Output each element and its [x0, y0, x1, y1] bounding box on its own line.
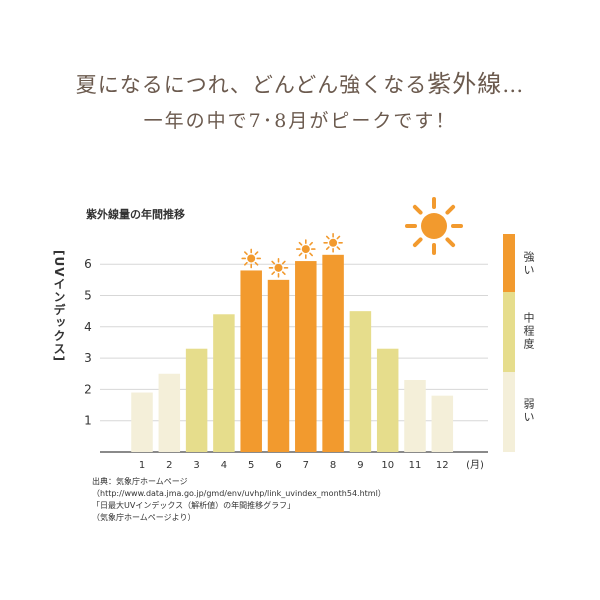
- y-tick-label: 3: [84, 351, 92, 365]
- legend-strong-swatch: [503, 234, 515, 292]
- y-axis-label: [UVインデックス]: [52, 250, 66, 362]
- sun-ray: [445, 237, 456, 248]
- sun-ray: [254, 251, 259, 256]
- source-note: 出典：気象庁ホームページ （http://www.data.jma.go.jp/…: [92, 476, 386, 524]
- x-tick-label: 8: [330, 460, 336, 471]
- legend-bar: [503, 234, 515, 452]
- sun-ray: [325, 246, 330, 250]
- peak-sun-icons: [241, 233, 343, 278]
- sun-ray: [244, 251, 248, 256]
- sun-ray: [325, 235, 330, 240]
- bar: [185, 348, 208, 452]
- x-tick-label: 12: [436, 460, 449, 471]
- source-line-2: （http://www.data.jma.go.jp/gmd/env/uvhp/…: [92, 489, 386, 498]
- sun-icon: [405, 197, 463, 255]
- source-line-1: 出典：気象庁ホームページ: [92, 477, 188, 486]
- headline-line1-emphasis: 紫外線: [427, 70, 503, 98]
- sun-disc: [247, 254, 256, 263]
- sun-ray: [309, 252, 313, 257]
- sun-ray: [244, 261, 248, 266]
- x-tick-label: 1: [139, 460, 145, 471]
- sun-disc: [301, 245, 310, 254]
- bar: [322, 254, 344, 452]
- sun-ray: [281, 260, 286, 265]
- sun-ray: [271, 271, 276, 276]
- source-line-4: （気象庁ホームページより）: [92, 513, 196, 522]
- sun-ray: [336, 235, 341, 240]
- bar: [213, 314, 235, 452]
- legend-label-moderate: 中程度: [522, 312, 535, 351]
- sun-ray: [271, 260, 276, 265]
- peak-sun-icon: [295, 239, 316, 259]
- bar: [131, 392, 153, 452]
- sun-ray: [254, 261, 259, 266]
- x-tick-label: 6: [275, 460, 281, 471]
- bar: [158, 373, 181, 452]
- sun-ray: [298, 252, 303, 257]
- headline-line1-suffix: …: [502, 73, 525, 97]
- sun-disc: [329, 238, 338, 247]
- source-line-3: 「日最大UVインデックス（解析値）の年間推移グラフ」: [92, 501, 296, 510]
- sun-ray: [412, 237, 423, 248]
- peak-sun-icon: [268, 258, 289, 278]
- y-tick-label: 1: [84, 414, 92, 428]
- bar: [431, 395, 454, 452]
- legend-label-strong: 強い: [522, 251, 535, 277]
- x-tick-label: 7: [303, 460, 309, 471]
- x-tick-label: 4: [221, 460, 227, 471]
- x-tick-label: 10: [381, 460, 394, 471]
- peak-sun-icon: [241, 248, 262, 269]
- bar: [376, 348, 399, 452]
- grid-lines: [100, 263, 488, 453]
- sun-ray: [281, 271, 286, 276]
- headline-line2: 一年の中で7･8月がピークです！: [143, 110, 457, 132]
- x-tick-label: 5: [248, 460, 254, 471]
- legend-moderate-swatch: [503, 292, 515, 372]
- y-tick-label: 6: [84, 257, 92, 271]
- legend-weak-swatch: [503, 372, 515, 452]
- bar: [295, 261, 317, 452]
- sun-ray: [309, 241, 313, 246]
- x-tick-label: 11: [409, 460, 422, 471]
- bar: [404, 380, 426, 452]
- bar: [240, 270, 262, 452]
- y-tick-label: 4: [84, 320, 92, 334]
- sun-disc: [274, 263, 283, 272]
- chart-title: 紫外線量の年間推移: [86, 208, 185, 221]
- peak-sun-icon: [323, 233, 343, 253]
- x-tick-label: 2: [166, 460, 172, 471]
- sun-disc: [421, 213, 447, 239]
- bar: [267, 279, 290, 452]
- bars: [131, 254, 454, 452]
- x-tick-label: 9: [357, 460, 363, 471]
- x-tick-label: 3: [193, 460, 199, 471]
- bar: [349, 311, 372, 452]
- y-tick-label: 2: [84, 382, 92, 396]
- sun-ray: [412, 204, 423, 215]
- legend-label-weak: 弱い: [522, 398, 535, 424]
- headline-line1-prefix: 夏になるにつれ、どんどん強くなる: [75, 73, 428, 97]
- y-tick-label: 5: [84, 289, 92, 303]
- sun-ray: [445, 204, 456, 215]
- x-unit-label: (月): [466, 459, 484, 471]
- headline-line1: 夏になるにつれ、どんどん強くなる紫外線…: [0, 64, 600, 99]
- sun-ray: [336, 246, 341, 250]
- sun-ray: [298, 241, 303, 246]
- big-sun-icon: [405, 197, 463, 255]
